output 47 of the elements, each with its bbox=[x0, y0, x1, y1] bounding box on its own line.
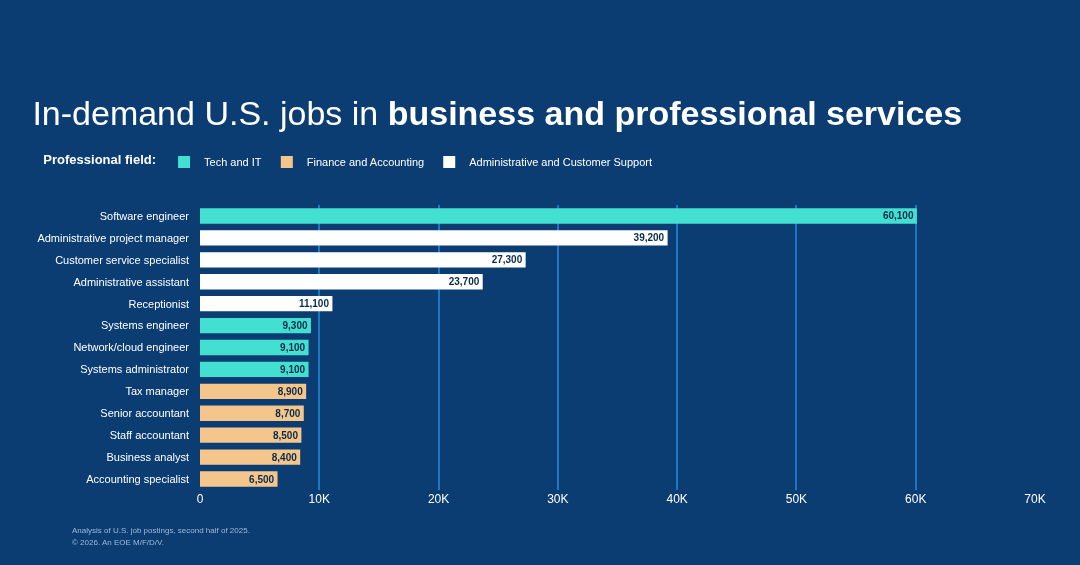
data-label: 8,500 bbox=[272, 429, 299, 441]
y-tick-label: Business analyst bbox=[106, 450, 189, 463]
chart-title: In-demand U.S. jobs in business and professional services bbox=[32, 93, 963, 132]
data-label: 27,300 bbox=[491, 254, 523, 266]
y-tick-label: Systems administrator bbox=[80, 363, 190, 376]
y-tick-label: Staff accountant bbox=[109, 429, 189, 442]
y-tick-label: Accounting specialist bbox=[86, 472, 189, 485]
x-tick-label: 0 bbox=[196, 492, 204, 506]
x-tick-label: 30K bbox=[547, 492, 569, 506]
bar bbox=[200, 274, 483, 290]
y-tick-label: Software engineer bbox=[99, 209, 190, 222]
data-label: 6,500 bbox=[249, 473, 275, 485]
data-label: 60,100 bbox=[882, 210, 914, 222]
y-tick-label: Tax manager bbox=[125, 385, 190, 398]
data-label: 39,200 bbox=[633, 232, 665, 244]
legend-label: Finance and Accounting bbox=[306, 156, 425, 169]
x-tick-label: 60K bbox=[905, 492, 927, 506]
bar bbox=[200, 208, 917, 224]
data-label: 23,700 bbox=[448, 276, 480, 288]
text: © 2026. An EOE M/F/D/V. bbox=[72, 538, 164, 547]
text: Analysis of U.S. job postings, second half of 2025. bbox=[72, 526, 250, 535]
data-label: 8,900 bbox=[277, 385, 304, 397]
y-tick-label: Administrative assistant bbox=[73, 275, 189, 288]
data-label: 9,100 bbox=[280, 342, 306, 353]
bar bbox=[200, 230, 668, 246]
bar bbox=[200, 449, 301, 465]
x-tick-label: 70K bbox=[1024, 492, 1046, 506]
y-tick-label: Systems engineer bbox=[100, 319, 190, 332]
x-tick-label: 40K bbox=[666, 492, 688, 506]
x-tick-label: 20K bbox=[427, 492, 450, 506]
data-label: 8,700 bbox=[275, 407, 301, 419]
legend-label: Tech and IT bbox=[204, 156, 262, 169]
y-tick-label: Receptionist bbox=[128, 297, 189, 310]
x-tick-label: 50K bbox=[785, 492, 808, 506]
data-label: 9,100 bbox=[280, 363, 306, 375]
bar bbox=[200, 471, 278, 487]
data-label: 9,300 bbox=[282, 320, 308, 332]
legend-label: Administrative and Customer Support bbox=[469, 156, 653, 169]
y-tick-label: Senior accountant bbox=[100, 407, 189, 420]
data-label: 11,100 bbox=[298, 298, 330, 310]
data-label: 8,400 bbox=[271, 451, 298, 463]
bar bbox=[200, 252, 526, 268]
y-tick-label: Customer service specialist bbox=[55, 253, 189, 266]
y-tick-label: Network/cloud engineer bbox=[73, 341, 190, 354]
y-tick-label: Administrative project manager bbox=[37, 231, 190, 244]
x-tick-label: 10K bbox=[308, 492, 330, 506]
legend-title: Professional field: bbox=[43, 152, 157, 168]
